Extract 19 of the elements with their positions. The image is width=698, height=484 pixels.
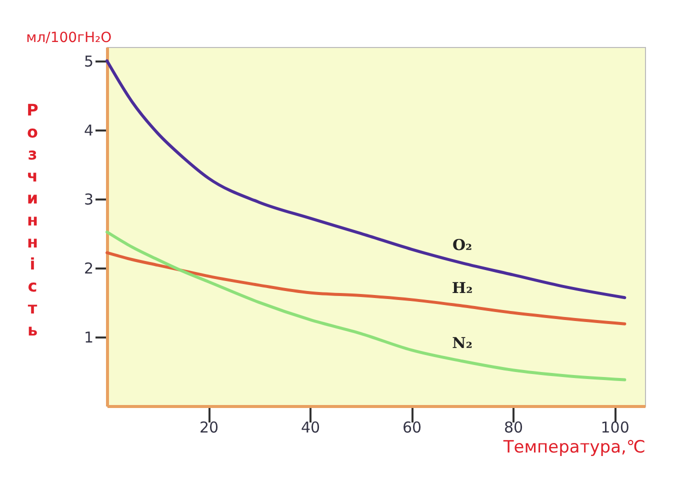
series-label: N₂ bbox=[452, 334, 472, 352]
x-tick-label: 60 bbox=[402, 418, 422, 436]
y-tick-label: 4 bbox=[84, 121, 94, 140]
line-series bbox=[106, 59, 626, 300]
x-tick-label: 100 bbox=[600, 418, 630, 436]
line-series bbox=[106, 230, 626, 382]
series-label: H₂ bbox=[452, 278, 473, 297]
text: Розчинність bbox=[26, 100, 38, 340]
x-tick-label: 80 bbox=[504, 418, 524, 436]
series-label: O₂ bbox=[452, 236, 472, 254]
y-tick-label: 5 bbox=[84, 52, 94, 70]
y-tick-label: 2 bbox=[84, 259, 94, 278]
line-series bbox=[106, 251, 626, 326]
x-tick-label: 20 bbox=[199, 418, 219, 436]
x-axis-title: Температура,℃ bbox=[502, 438, 646, 458]
x-tick-label: 40 bbox=[300, 418, 320, 436]
y-tick-label: 1 bbox=[84, 328, 94, 346]
text: мл/100гH₂O bbox=[26, 30, 112, 46]
y-tick-label: 3 bbox=[84, 190, 94, 208]
